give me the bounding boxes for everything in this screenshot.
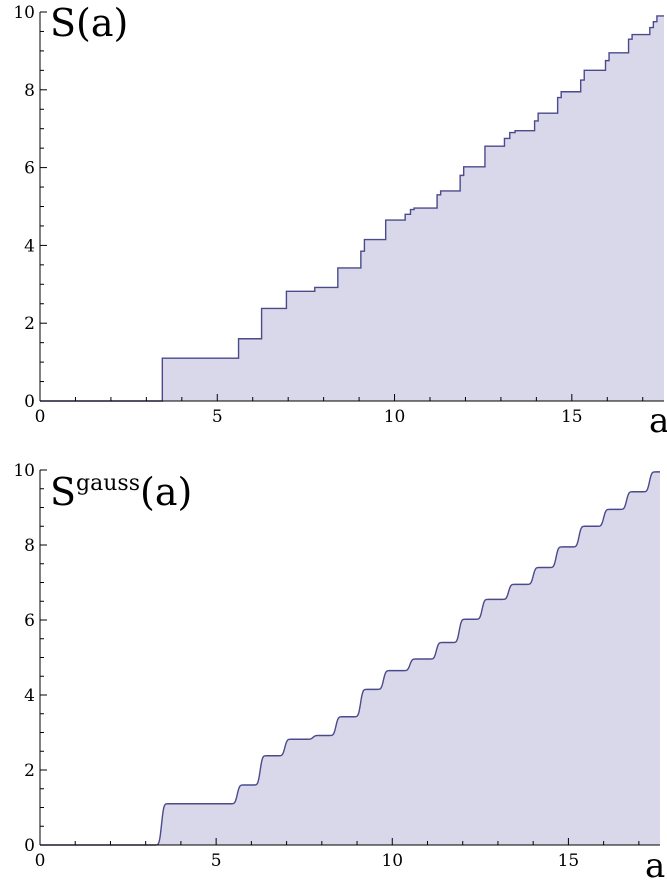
y-tick-label: 4 <box>24 686 35 706</box>
s-gauss-area-fill <box>40 471 660 845</box>
y-axis-title-base: S <box>50 470 76 514</box>
x-tick-label: 10 <box>381 851 403 871</box>
y-tick-label: 6 <box>24 159 35 179</box>
x-tick-labels: 0 5 10 15 <box>35 407 583 427</box>
x-tick-labels: 0 5 10 15 <box>35 851 580 871</box>
chart-s-a: 0 5 10 15 0 2 4 6 8 10 S(a) a <box>13 1 667 441</box>
y-tick-label: 0 <box>24 392 35 412</box>
x-tick-label: 15 <box>558 851 580 871</box>
x-tick-label: 10 <box>384 407 406 427</box>
y-tick-label: 10 <box>13 461 35 481</box>
y-axis-title-superscript: gauss <box>76 471 140 496</box>
x-tick-label: 15 <box>561 407 583 427</box>
x-tick-label: 0 <box>35 407 46 427</box>
axis-ticks <box>39 11 644 402</box>
y-tick-label: 2 <box>24 761 35 781</box>
y-axis-title-suffix: (a) <box>140 470 192 514</box>
y-axis-title: Sgauss(a) <box>50 470 192 514</box>
y-axis-title: S(a) <box>50 1 128 45</box>
y-tick-labels: 0 2 4 6 8 10 <box>13 461 35 856</box>
y-tick-label: 6 <box>24 611 35 631</box>
x-tick-label: 0 <box>35 851 46 871</box>
s-a-series-line <box>40 15 664 402</box>
y-tick-label: 4 <box>24 236 35 256</box>
y-tick-labels: 0 2 4 6 8 10 <box>13 3 35 412</box>
x-axis-title: a <box>645 846 665 882</box>
y-tick-label: 0 <box>24 836 35 856</box>
y-tick-label: 8 <box>24 81 35 101</box>
x-tick-label: 5 <box>211 851 222 871</box>
chart-s-gauss-a: 0 5 10 15 0 2 4 6 8 10 Sgauss(a) a <box>13 461 665 882</box>
x-axis-title: a <box>649 401 667 441</box>
axis-ticks <box>39 469 640 846</box>
s-a-area-fill <box>40 15 664 401</box>
x-tick-label: 5 <box>212 407 223 427</box>
y-tick-label: 2 <box>24 314 35 334</box>
y-tick-label: 10 <box>13 3 35 23</box>
y-tick-label: 8 <box>24 536 35 556</box>
